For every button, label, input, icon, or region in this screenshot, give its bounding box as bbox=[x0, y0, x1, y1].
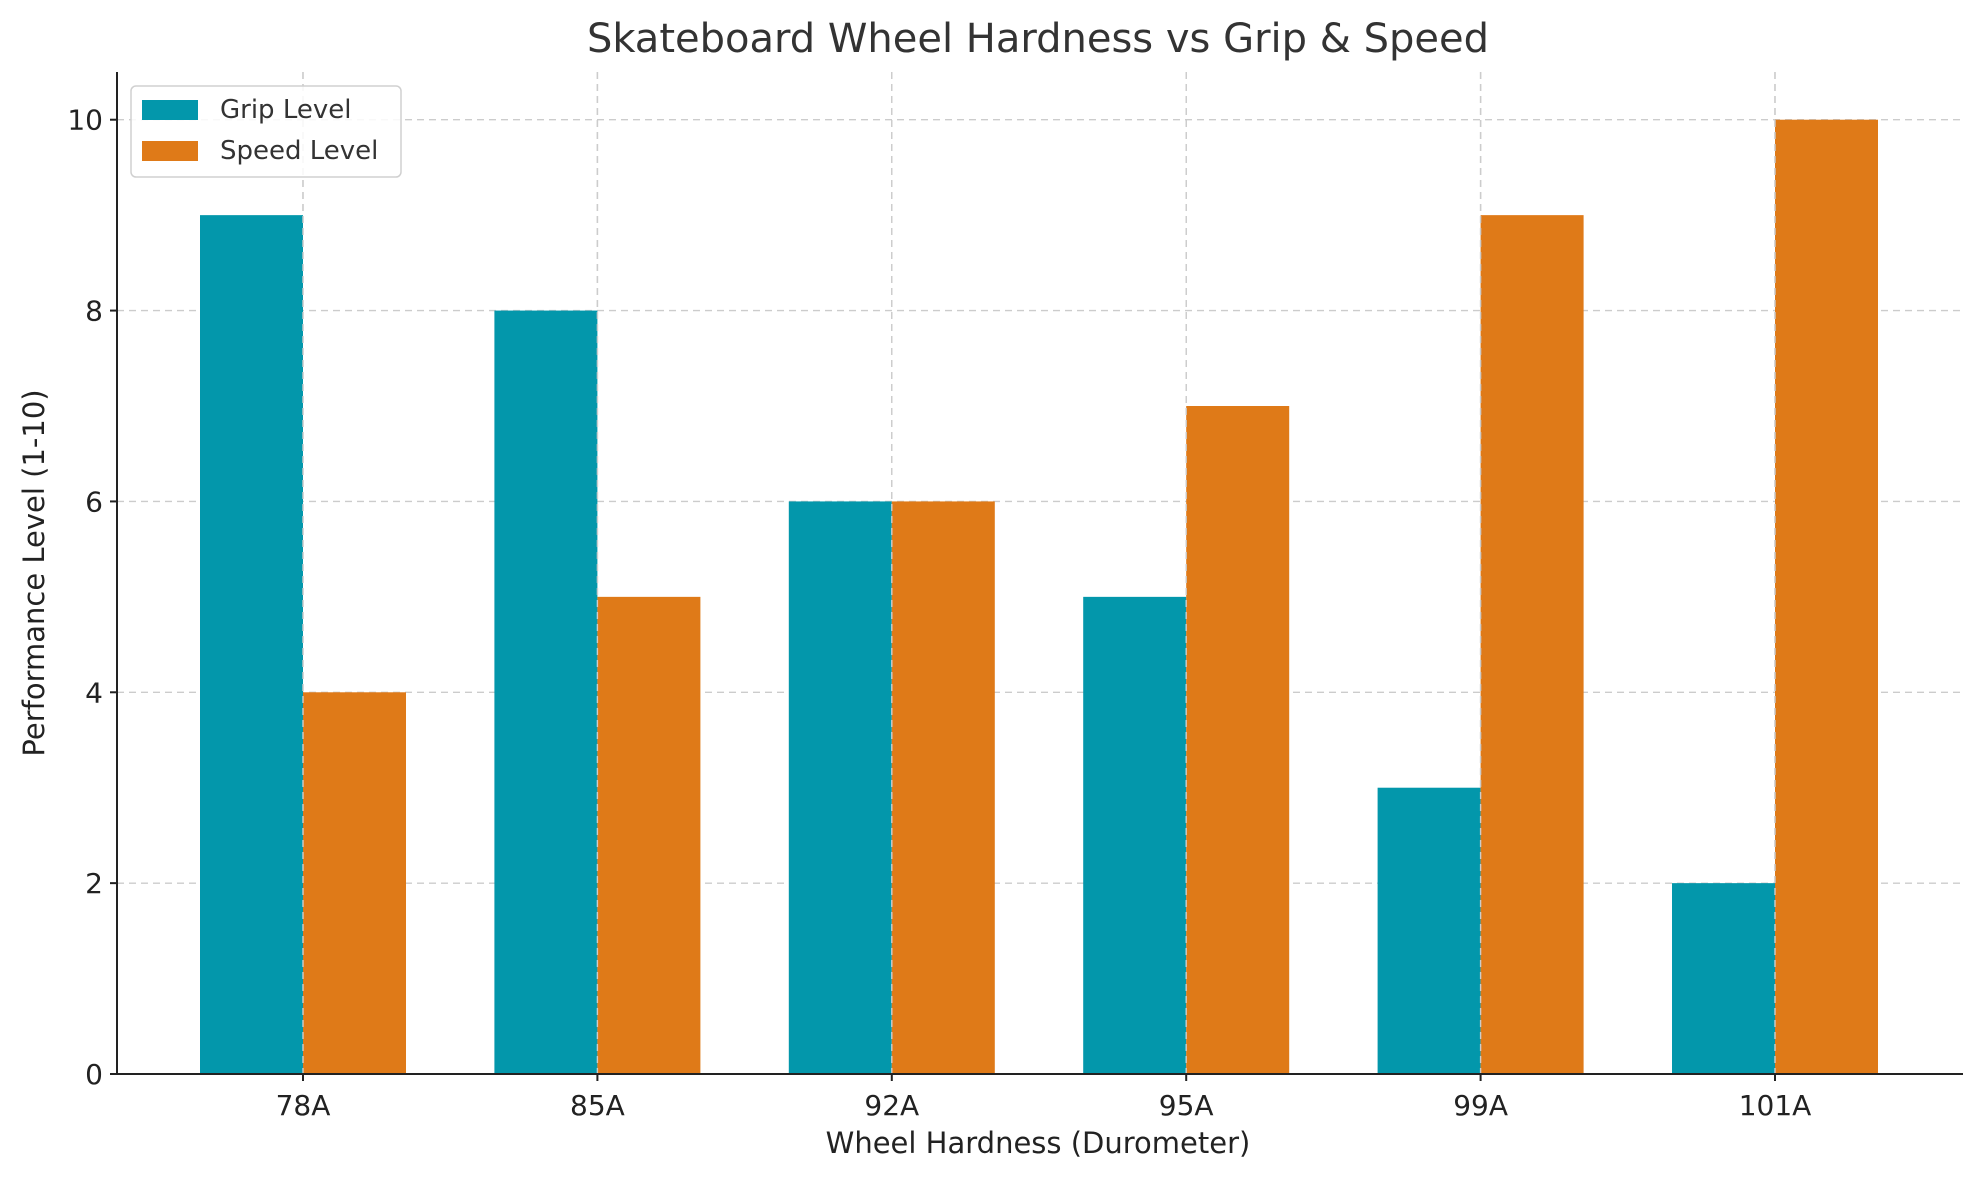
bar-grip-level-101a bbox=[1672, 883, 1775, 1074]
legend: Grip Level Speed Level bbox=[130, 85, 402, 178]
bar-grip-level-85a bbox=[494, 310, 598, 1075]
x-tick-label: 92A bbox=[864, 1089, 919, 1122]
y-tick-label: 10 bbox=[67, 104, 103, 137]
bar-speed-level-78a bbox=[303, 692, 406, 1074]
chart-title: Skateboard Wheel Hardness vs Grip & Spee… bbox=[587, 16, 1489, 62]
x-tick-label: 85A bbox=[570, 1089, 625, 1122]
bar-grip-level-78a bbox=[200, 215, 303, 1075]
legend-swatch-grip bbox=[142, 100, 198, 120]
x-tick-label: 101A bbox=[1739, 1089, 1812, 1122]
bar-speed-level-95a bbox=[1186, 406, 1290, 1074]
bar-speed-level-99a bbox=[1480, 215, 1584, 1075]
tick-labels: 0 2 4 6 8 10 78A 85A 92A 95A 99A 101A bbox=[67, 104, 1811, 1122]
bar-speed-level-92a bbox=[891, 501, 995, 1074]
bar-speed-level-85a bbox=[597, 596, 701, 1074]
x-axis-label: Wheel Hardness (Durometer) bbox=[826, 1126, 1251, 1160]
bars bbox=[200, 72, 1878, 1075]
y-tick-label: 6 bbox=[85, 485, 103, 518]
x-tick-label: 78A bbox=[276, 1089, 331, 1122]
bar-grip-level-99a bbox=[1377, 787, 1481, 1074]
x-tick-label: 95A bbox=[1159, 1089, 1214, 1122]
legend-swatch-speed bbox=[142, 141, 198, 161]
legend-label-speed: Speed Level bbox=[220, 136, 378, 166]
legend-frame bbox=[130, 85, 402, 178]
bar-grip-level-92a bbox=[788, 501, 892, 1074]
y-tick-label: 2 bbox=[85, 867, 103, 900]
bar-speed-level-101a bbox=[1775, 119, 1878, 1074]
y-tick-label: 8 bbox=[85, 295, 103, 328]
y-axis-label: Performance Level (1-10) bbox=[17, 389, 51, 756]
legend-label-grip: Grip Level bbox=[220, 95, 351, 125]
x-tick-label: 99A bbox=[1453, 1089, 1508, 1122]
axes bbox=[110, 72, 1963, 1081]
y-tick-label: 0 bbox=[85, 1058, 103, 1091]
y-tick-label: 4 bbox=[85, 676, 103, 709]
bar-grip-level-95a bbox=[1083, 596, 1187, 1074]
